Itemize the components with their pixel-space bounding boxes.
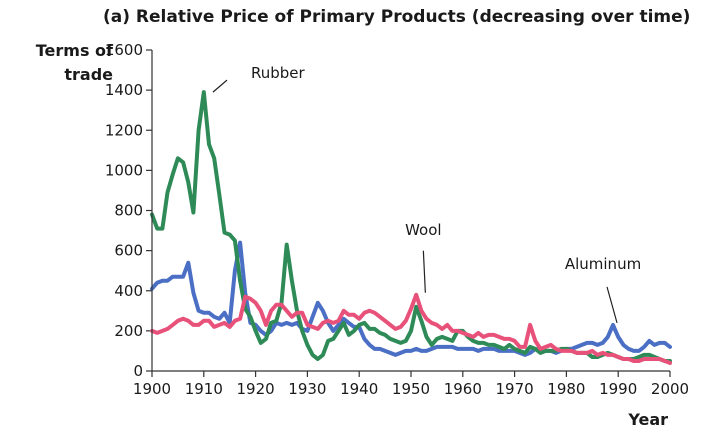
annotation-label-aluminum: Aluminum — [565, 255, 641, 273]
x-tick-label: 1920 — [237, 380, 275, 398]
y-axis-label-line-2: trade — [64, 65, 113, 84]
y-tick-label: 1000 — [105, 161, 143, 179]
y-tick-label: 0 — [133, 362, 143, 380]
annotation-leader-wool — [422, 250, 426, 293]
y-tick-label: 1200 — [105, 121, 143, 139]
x-axis-ticks: 1900 1910 1920 1930 1940 1950 1960 1970 1980 1990… — [133, 371, 689, 398]
series-lines — [150, 90, 672, 365]
y-tick-label: 800 — [114, 202, 143, 220]
x-tick-label: 1900 — [133, 380, 171, 398]
annotation-label-wool: Wool — [405, 221, 441, 239]
series-annotations: Rubber Wool Aluminum — [212, 64, 641, 324]
y-axis-label-line-1: Terms of — [36, 41, 114, 60]
x-tick-label: 2000 — [651, 380, 689, 398]
annotation-leader-aluminum — [606, 286, 618, 324]
y-tick-label: 1600 — [105, 41, 143, 59]
annotation-leader-rubber — [212, 79, 228, 93]
y-axis-ticks: 0 200 400 600 800 1000 1200 1400 1600 — [105, 41, 152, 380]
x-tick-label: 1960 — [444, 380, 482, 398]
y-tick-label: 400 — [114, 282, 143, 300]
x-tick-label: 1940 — [340, 380, 378, 398]
y-tick-label: 1400 — [105, 81, 143, 99]
y-tick-label: 200 — [114, 322, 143, 340]
x-axis-label: Year — [627, 410, 668, 429]
chart-title: (a) Relative Price of Primary Products (… — [103, 7, 690, 27]
series-line-wool — [150, 292, 672, 365]
annotation-label-rubber: Rubber — [251, 64, 306, 82]
x-tick-label: 1970 — [496, 380, 534, 398]
x-tick-label: 1910 — [185, 380, 223, 398]
x-tick-label: 1980 — [547, 380, 585, 398]
x-tick-label: 1990 — [599, 380, 637, 398]
x-tick-label: 1930 — [288, 380, 326, 398]
y-tick-label: 600 — [114, 242, 143, 260]
x-tick-label: 1950 — [392, 380, 430, 398]
